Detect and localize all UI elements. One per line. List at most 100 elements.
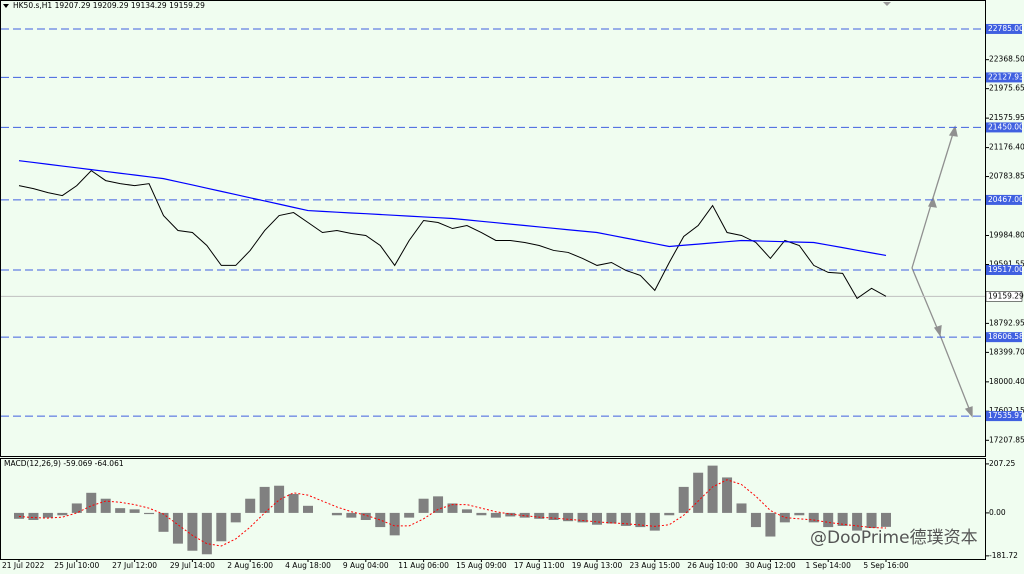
level-label: 20467.00: [988, 195, 1024, 204]
histogram-bar: [375, 512, 386, 528]
x-tick-label: 29 Jul 14:00: [170, 561, 215, 570]
level-label: 17535.97: [988, 411, 1024, 420]
histogram-bar: [693, 472, 704, 513]
histogram-bar: [288, 493, 299, 513]
y-tick-label: 21975.65: [989, 84, 1024, 93]
histogram-bar: [274, 485, 285, 513]
y-tick-label: 21176.40: [989, 143, 1024, 152]
histogram-bar: [563, 512, 574, 522]
price-line: [18, 169, 887, 300]
y-tick-label: 20783.85: [989, 172, 1024, 181]
histogram-bar: [678, 486, 689, 513]
x-tick-label: 25 Jul 10:00: [54, 561, 99, 570]
histogram-bar: [230, 512, 241, 523]
histogram-bar: [823, 512, 834, 528]
histogram-bar: [158, 512, 169, 532]
x-tick-label: 11 Aug 06:00: [398, 561, 449, 570]
macd-panel: [0, 458, 986, 560]
y-tick-label: -181.72: [989, 551, 1018, 560]
histogram-bar: [201, 512, 212, 555]
x-tick-label: 23 Aug 15:00: [630, 561, 681, 570]
histogram-bar: [577, 512, 588, 523]
level-label-box: [986, 264, 1022, 275]
x-tick-label: 30 Aug 12:00: [745, 561, 796, 570]
histogram-bar: [490, 512, 501, 518]
histogram-bar: [331, 512, 342, 516]
level-label: 18606.58: [988, 332, 1024, 341]
histogram-bar: [418, 498, 429, 513]
signal-line: [18, 479, 887, 547]
level-label-box: [986, 411, 1022, 422]
histogram-bar: [14, 512, 24, 519]
macd-title: MACD(12,26,9) -59.069 -64.061: [4, 459, 124, 468]
y-tick-label: 19984.80: [989, 230, 1024, 239]
histogram-bar: [346, 512, 357, 518]
histogram-bar: [100, 498, 111, 513]
histogram-bar: [620, 512, 631, 526]
x-tick-label: 9 Aug 04:00: [343, 561, 389, 570]
histogram-bar: [505, 512, 516, 517]
histogram-bar: [649, 512, 660, 531]
histogram-bar: [86, 492, 97, 513]
histogram-bar: [736, 503, 747, 513]
histogram-bar: [216, 512, 227, 542]
histogram-bar: [71, 503, 82, 513]
y-tick-label: 207.25: [989, 459, 1015, 468]
histogram-bar: [592, 512, 602, 525]
y-tick-label: 19591.55: [989, 259, 1024, 268]
histogram-bar: [548, 512, 559, 520]
level-label-box: [986, 332, 1022, 343]
histogram-bar: [852, 512, 863, 531]
histogram-bar: [750, 512, 761, 528]
histogram-bar: [172, 512, 183, 544]
histogram-bar: [881, 512, 891, 527]
y-tick-label: 18399.70: [989, 347, 1024, 356]
histogram-bar: [389, 512, 400, 536]
level-label-box: [986, 194, 1022, 205]
y-tick-label: 0.00: [989, 508, 1006, 517]
x-tick-label: 17 Aug 11:00: [514, 561, 565, 570]
level-label: 22785.00: [988, 24, 1024, 33]
projection-arrows: [911, 125, 973, 418]
x-tick-label: 19 Aug 13:00: [572, 561, 623, 570]
y-tick-label: 17602.15: [989, 406, 1024, 415]
histogram-bar: [360, 512, 371, 520]
level-label-box: [986, 122, 1022, 133]
histogram-bar: [635, 512, 646, 528]
level-label-box: [986, 72, 1022, 83]
scroll-marker: [883, 2, 891, 6]
current-price-box: [985, 291, 1023, 302]
y-tick-label: 17207.85: [989, 435, 1024, 444]
x-tick-label: 5 Sep 16:00: [863, 561, 909, 570]
histogram-bar: [187, 512, 198, 551]
histogram-bar: [779, 512, 790, 523]
x-tick-label: 4 Aug 18:00: [285, 561, 331, 570]
level-label: 21450.00: [988, 122, 1024, 131]
histogram-bar: [707, 465, 718, 513]
histogram-bar: [259, 486, 270, 513]
histogram-bar: [765, 512, 776, 537]
y-tick-label: 18792.95: [989, 318, 1024, 327]
histogram-bar: [447, 503, 458, 513]
histogram-bar: [722, 477, 733, 513]
histogram-bar: [57, 512, 68, 516]
level-label-box: [986, 23, 1022, 34]
histogram-bar: [476, 512, 487, 516]
level-label: 19517.00: [988, 265, 1024, 274]
x-tick-label: 2 Aug 16:00: [227, 561, 273, 570]
histogram-bar: [404, 512, 415, 518]
current-price-label: 19159.29: [988, 291, 1024, 300]
histogram-bar: [461, 509, 472, 513]
histogram-bar: [42, 512, 53, 518]
histogram-bar: [245, 498, 256, 513]
histogram-bar: [534, 512, 545, 519]
x-tick-label: 1 Sep 14:00: [806, 561, 852, 570]
chart-title: HK50.s,H1 19207.29 19209.29 19134.29 191…: [13, 1, 205, 10]
histogram-bar: [808, 512, 819, 523]
histogram-bar: [129, 509, 140, 513]
level-label: 22127.93: [988, 72, 1024, 81]
dropdown-icon[interactable]: [3, 4, 9, 8]
moving-average: [18, 160, 887, 257]
